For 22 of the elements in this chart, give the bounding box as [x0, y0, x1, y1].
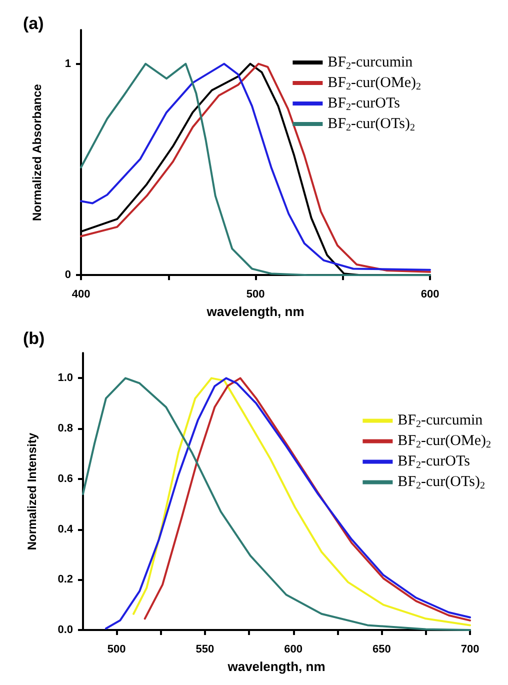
x-tick-label: 550: [196, 644, 214, 656]
y-tick-label: 0.2: [58, 574, 73, 586]
y-tick-label: 1: [64, 58, 71, 70]
chart-title: (b): [23, 329, 45, 348]
x-tick-label: 600: [420, 288, 440, 301]
y-tick-label: 0.4: [58, 523, 74, 536]
y-axis-title: Normalized Intensity: [25, 432, 39, 550]
chart-title: (a): [23, 14, 44, 33]
x-axis-title: wavelength, nm: [226, 658, 326, 674]
x-axis-title: wavelength, nm: [206, 304, 304, 319]
x-tick-label: 400: [72, 288, 90, 301]
x-tick-label: 500: [246, 288, 265, 301]
x-tick-label: 600: [284, 644, 302, 656]
y-tick-label: 0.8: [58, 422, 73, 435]
y-tick-label: 0.6: [58, 472, 73, 485]
y-tick-label: 0: [64, 269, 71, 282]
x-tick-label: 500: [107, 644, 126, 656]
x-tick-label: 700: [460, 644, 480, 656]
y-axis-title: Normalized Absorbance: [30, 84, 44, 222]
y-tick-label: 1.0: [58, 372, 73, 384]
y-tick-label: 0.0: [58, 624, 73, 636]
x-tick-label: 650: [372, 644, 391, 656]
